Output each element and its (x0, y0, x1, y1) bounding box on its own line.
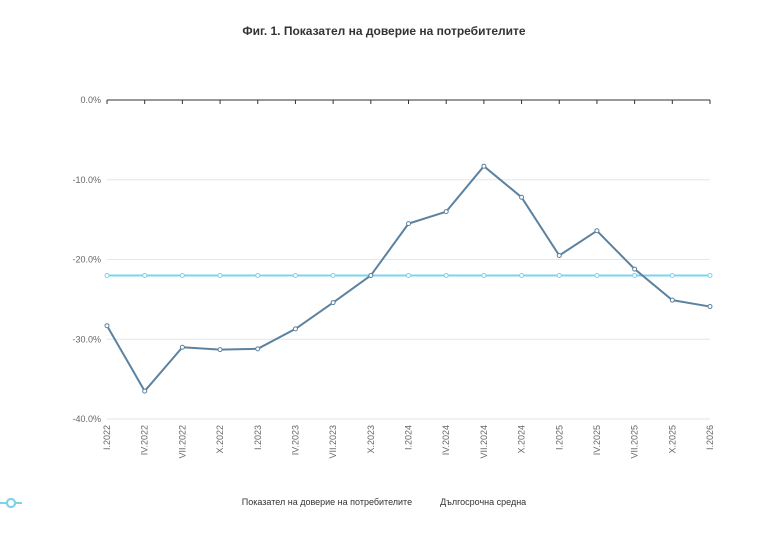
x-tick-label: X.2024 (517, 425, 527, 454)
data-point-long-term-average (142, 272, 148, 278)
data-point-long-term-average (481, 272, 487, 278)
x-tick-label: VII.2022 (177, 425, 187, 459)
x-tick-label: X.2022 (215, 425, 225, 454)
y-tick-label: -40.0% (72, 414, 101, 424)
x-tick-label: I.2024 (404, 425, 414, 450)
x-tick-label: VII.2024 (479, 425, 489, 459)
data-point-consumer-confidence (556, 253, 562, 259)
data-point-consumer-confidence (368, 272, 374, 278)
data-point-consumer-confidence (292, 326, 298, 332)
legend-item-consumer-confidence[interactable]: Показател на доверие на потребителите (0, 497, 413, 508)
data-point-consumer-confidence (142, 388, 148, 394)
data-point-consumer-confidence (669, 297, 675, 303)
data-point-long-term-average (104, 272, 110, 278)
data-point-long-term-average (330, 272, 336, 278)
data-point-long-term-average (556, 272, 562, 278)
x-tick-label: VII.2025 (630, 425, 640, 459)
data-point-consumer-confidence (179, 344, 185, 350)
y-tick-label: 0.0% (80, 95, 101, 105)
x-tick-label: I.2023 (253, 425, 263, 450)
data-point-consumer-confidence (519, 194, 525, 200)
data-point-long-term-average (443, 272, 449, 278)
y-tick-label: -10.0% (72, 175, 101, 185)
data-point-consumer-confidence (255, 346, 261, 352)
data-point-long-term-average (632, 272, 638, 278)
data-point-long-term-average (519, 272, 525, 278)
x-tick-label: I.2026 (705, 425, 715, 450)
x-tick-label: IV.2023 (290, 425, 300, 455)
data-point-long-term-average (179, 272, 185, 278)
data-point-long-term-average (594, 272, 600, 278)
data-point-consumer-confidence (330, 300, 336, 306)
data-point-long-term-average (292, 272, 298, 278)
x-tick-label: IV.2022 (140, 425, 150, 455)
data-point-consumer-confidence (632, 266, 638, 272)
data-point-long-term-average (669, 272, 675, 278)
legend-label-consumer-confidence: Показател на доверие на потребителите (241, 497, 413, 507)
data-point-consumer-confidence (481, 163, 487, 169)
chart-title: Фиг. 1. Показател на доверие на потребит… (242, 24, 526, 38)
data-point-long-term-average (255, 272, 261, 278)
data-point-consumer-confidence (594, 228, 600, 234)
data-point-consumer-confidence (707, 304, 713, 310)
x-tick-label: IV.2024 (441, 425, 451, 455)
x-tick-label: IV.2025 (592, 425, 602, 455)
data-point-consumer-confidence (443, 209, 449, 215)
data-point-consumer-confidence (406, 221, 411, 227)
legend: Показател на доверие на потребителите Дъ… (0, 497, 768, 508)
y-tick-label: -30.0% (72, 334, 101, 344)
x-tick-label: I.2025 (554, 425, 564, 450)
x-tick-label: X.2025 (667, 425, 677, 454)
data-point-long-term-average (406, 272, 411, 278)
legend-label-long-term-average: Дългосрочна средна (440, 497, 527, 507)
data-point-long-term-average (707, 272, 713, 278)
data-point-long-term-average (217, 272, 223, 278)
y-tick-label: -20.0% (72, 255, 101, 265)
x-tick-label: VII.2023 (328, 425, 338, 459)
x-tick-label: I.2022 (102, 425, 112, 450)
data-point-consumer-confidence (217, 347, 223, 353)
data-point-consumer-confidence (104, 323, 110, 329)
x-tick-label: X.2023 (366, 425, 376, 454)
legend-swatch-long-term-average (0, 498, 22, 508)
series-line-consumer-confidence (106, 165, 711, 393)
legend-item-long-term-average[interactable]: Дългосрочна средна (0, 497, 527, 508)
